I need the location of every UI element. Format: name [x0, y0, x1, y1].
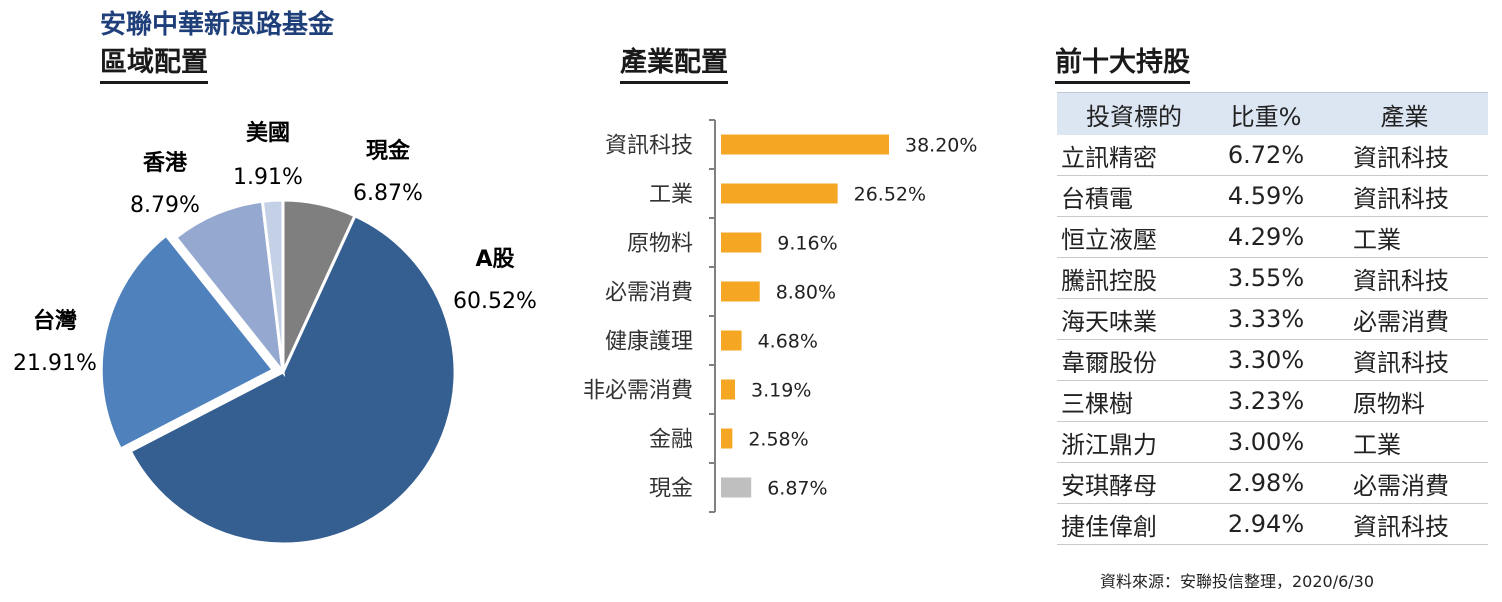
- column-header-weight: 比重%: [1211, 92, 1321, 135]
- table-header-row: 投資標的 比重% 產業: [1057, 92, 1488, 135]
- pie-slice-value: 21.91%: [13, 351, 97, 376]
- holding-industry-cell: 資訊科技: [1321, 257, 1488, 299]
- bar: [721, 477, 752, 498]
- holding-industry-cell: 資訊科技: [1321, 503, 1488, 545]
- bar-category-label: 健康護理: [605, 330, 693, 355]
- pie-slice-label: 台灣: [33, 308, 77, 334]
- pie-slice-label: 香港: [143, 151, 188, 176]
- table-row: 騰訊控股 3.55% 資訊科技: [1057, 257, 1488, 299]
- bar: [721, 232, 762, 253]
- bar-value-label: 4.68%: [758, 331, 818, 353]
- pie-slice-label: A股: [475, 247, 514, 272]
- pie-slice-label: 美國: [246, 120, 290, 146]
- holding-name-cell: 恒立液壓: [1057, 216, 1211, 258]
- pie-slice: [99, 233, 276, 452]
- holding-name-cell: 騰訊控股: [1057, 257, 1211, 299]
- holding-weight-cell: 6.72%: [1211, 135, 1321, 176]
- bar-value-label: 8.80%: [776, 282, 836, 304]
- holding-name-cell: 海天味業: [1057, 298, 1211, 340]
- table-row: 恒立液壓 4.29% 工業: [1057, 216, 1488, 258]
- pie-slice: [128, 213, 457, 546]
- region-allocation-title: 區域配置: [100, 46, 208, 84]
- bar-category-label: 非必需消費: [583, 379, 693, 404]
- holding-weight-cell: 4.29%: [1211, 216, 1321, 258]
- bar-value-label: 38.20%: [905, 135, 977, 157]
- holding-weight-cell: 4.59%: [1211, 175, 1321, 217]
- fund-title: 安聯中華新思路基金: [100, 10, 335, 40]
- bar: [721, 330, 742, 351]
- holding-name-cell: 捷佳偉創: [1057, 503, 1211, 545]
- table-row: 海天味業 3.33% 必需消費: [1057, 298, 1488, 340]
- holding-weight-cell: 3.33%: [1211, 298, 1321, 340]
- column-header-industry: 產業: [1321, 92, 1488, 135]
- holding-industry-cell: 必需消費: [1321, 462, 1488, 504]
- holding-industry-cell: 資訊科技: [1321, 339, 1488, 381]
- pie-slice-value: 6.87%: [353, 181, 423, 206]
- bar-category-label: 工業: [649, 183, 693, 208]
- table-row: 台積電 4.59% 資訊科技: [1057, 175, 1488, 217]
- pie-slice-label: 現金: [366, 138, 411, 164]
- holding-industry-cell: 資訊科技: [1321, 135, 1488, 176]
- bar-value-label: 26.52%: [854, 184, 926, 206]
- bar: [721, 134, 889, 155]
- holding-weight-cell: 3.23%: [1211, 380, 1321, 422]
- bar-value-label: 2.58%: [748, 429, 808, 451]
- bar: [721, 183, 838, 204]
- holding-name-cell: 浙江鼎力: [1057, 421, 1211, 463]
- table-row: 三棵樹 3.23% 原物料: [1057, 380, 1488, 422]
- table-row: 捷佳偉創 2.94% 資訊科技: [1057, 503, 1488, 545]
- holding-name-cell: 立訊精密: [1057, 135, 1211, 176]
- region-pie-chart: A股 60.52% 台灣 21.91% 香港 8.79% 美國 1.91% 現金 6.87%: [13, 120, 537, 546]
- bar-category-label: 資訊科技: [605, 134, 693, 159]
- bar-category-label: 現金: [649, 477, 693, 502]
- industry-bar-chart: 資訊科技 38.20% 工業 26.52% 原物料 9.16% 必需消費 8.80% 健康護理 4…: [583, 119, 977, 513]
- holding-weight-cell: 2.98%: [1211, 462, 1321, 504]
- pie-slice-value: 1.91%: [233, 165, 303, 190]
- source-note: 資料來源：安聯投信整理，2020/6/30: [1100, 572, 1375, 591]
- bar-category-label: 必需消費: [605, 281, 693, 306]
- holding-weight-cell: 3.00%: [1211, 421, 1321, 463]
- bar: [721, 281, 760, 302]
- holding-industry-cell: 工業: [1321, 216, 1488, 258]
- holding-industry-cell: 資訊科技: [1321, 175, 1488, 217]
- pie-slice: [260, 198, 285, 373]
- pie-slice-value: 60.52%: [453, 289, 537, 314]
- bar-category-label: 原物料: [627, 232, 693, 257]
- bar-value-label: 6.87%: [767, 478, 827, 500]
- holding-name-cell: 韋爾股份: [1057, 339, 1211, 381]
- table-row: 安琪酵母 2.98% 必需消費: [1057, 462, 1488, 504]
- bar-value-label: 3.19%: [751, 380, 811, 402]
- holding-industry-cell: 工業: [1321, 421, 1488, 463]
- holding-industry-cell: 原物料: [1321, 380, 1488, 422]
- column-header-holding: 投資標的: [1057, 92, 1211, 135]
- holding-weight-cell: 3.55%: [1211, 257, 1321, 299]
- table-row: 立訊精密 6.72% 資訊科技: [1057, 135, 1488, 176]
- pie-slice-value: 8.79%: [130, 193, 200, 218]
- bar-category-label: 金融: [649, 428, 693, 453]
- bar: [721, 428, 733, 449]
- holding-name-cell: 台積電: [1057, 175, 1211, 217]
- holding-name-cell: 安琪酵母: [1057, 462, 1211, 504]
- holding-weight-cell: 3.30%: [1211, 339, 1321, 381]
- top-ten-holdings-title: 前十大持股: [1055, 46, 1190, 84]
- bar: [721, 379, 736, 400]
- holding-industry-cell: 必需消費: [1321, 298, 1488, 340]
- bar-value-label: 9.16%: [777, 233, 837, 255]
- pie-slice: [173, 199, 286, 378]
- table-row: 浙江鼎力 3.00% 工業: [1057, 421, 1488, 463]
- top-ten-holdings-table: 投資標的 比重% 產業 立訊精密 6.72% 資訊科技 台積電 4.59% 資訊科技 恒立液…: [1057, 92, 1488, 545]
- industry-allocation-title: 產業配置: [620, 46, 728, 84]
- table-row: 韋爾股份 3.30% 資訊科技: [1057, 339, 1488, 381]
- holding-weight-cell: 2.94%: [1211, 503, 1321, 545]
- holding-name-cell: 三棵樹: [1057, 380, 1211, 422]
